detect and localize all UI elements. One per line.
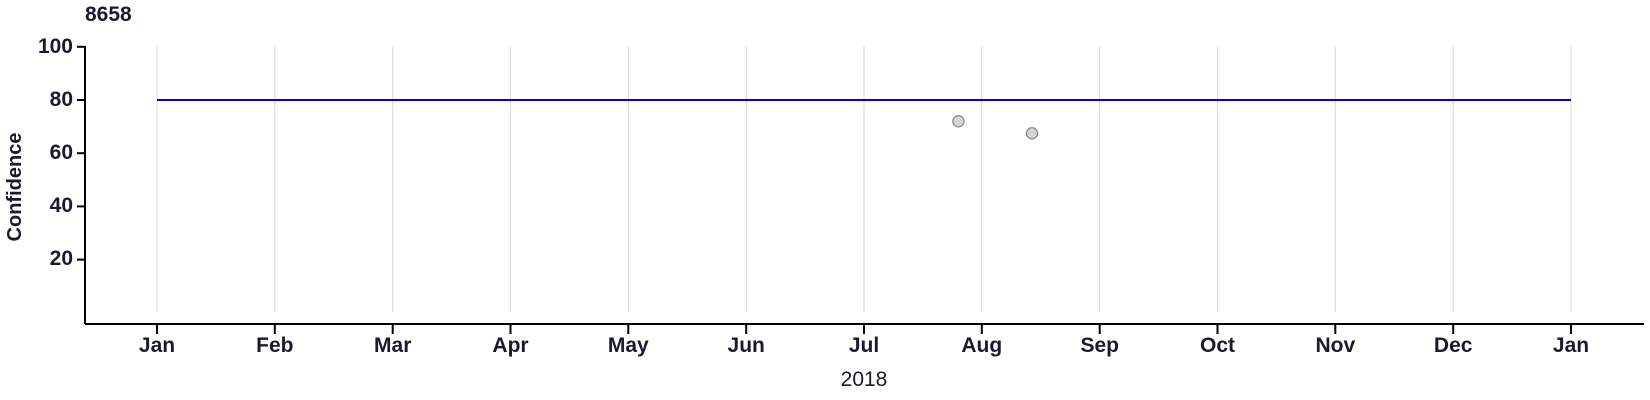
svg-text:40: 40 bbox=[50, 194, 73, 217]
svg-text:Nov: Nov bbox=[1315, 334, 1355, 357]
svg-text:60: 60 bbox=[50, 141, 73, 164]
svg-text:20: 20 bbox=[50, 247, 73, 270]
svg-text:Jul: Jul bbox=[849, 334, 879, 357]
svg-text:Jan: Jan bbox=[1553, 334, 1589, 357]
svg-text:Dec: Dec bbox=[1434, 334, 1473, 357]
svg-text:Oct: Oct bbox=[1200, 334, 1235, 357]
svg-text:Jan: Jan bbox=[139, 334, 175, 357]
svg-text:Feb: Feb bbox=[256, 334, 293, 357]
svg-text:100: 100 bbox=[38, 35, 73, 58]
svg-text:80: 80 bbox=[50, 88, 73, 111]
svg-text:Mar: Mar bbox=[374, 334, 411, 357]
svg-text:Sep: Sep bbox=[1080, 334, 1119, 357]
svg-text:May: May bbox=[608, 334, 649, 357]
svg-text:Aug: Aug bbox=[961, 334, 1002, 357]
svg-text:Jun: Jun bbox=[728, 334, 765, 357]
svg-text:Apr: Apr bbox=[492, 334, 528, 357]
